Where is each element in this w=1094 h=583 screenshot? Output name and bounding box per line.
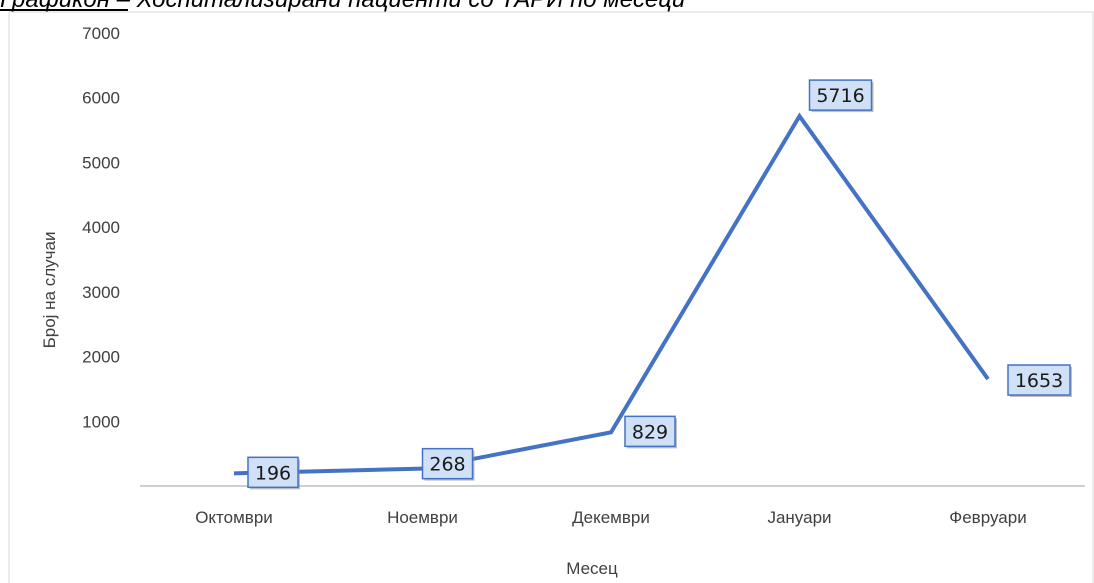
data-label: 196 bbox=[247, 456, 300, 490]
data-label-value: 1653 bbox=[1015, 370, 1063, 392]
data-label: 1653 bbox=[1007, 364, 1072, 398]
y-tick-label: 4000 bbox=[82, 218, 120, 237]
y-tick-label: 3000 bbox=[82, 283, 120, 302]
x-axis-title: Месец bbox=[566, 559, 618, 578]
y-tick-label: 1000 bbox=[82, 412, 120, 431]
data-label-value: 829 bbox=[632, 421, 668, 443]
x-tick-label: Јануари bbox=[767, 508, 831, 527]
data-label-value: 5716 bbox=[816, 85, 864, 107]
x-tick-label: Ноември bbox=[387, 508, 458, 527]
data-labels: 196 268 829 5716 1653 bbox=[247, 79, 1072, 490]
data-label-value: 268 bbox=[429, 454, 465, 476]
y-axis-title: Број на случаи bbox=[40, 232, 59, 349]
data-label: 829 bbox=[624, 415, 677, 449]
y-tick-label: 6000 bbox=[82, 89, 120, 108]
x-tick-label: Декември bbox=[572, 508, 650, 527]
chart-frame bbox=[8, 11, 1094, 583]
data-label: 268 bbox=[421, 447, 475, 481]
data-label-value: 196 bbox=[255, 462, 291, 484]
y-axis-ticks: 1000 2000 3000 4000 5000 6000 7000 bbox=[82, 24, 120, 431]
y-tick-label: 7000 bbox=[82, 24, 120, 43]
figure-caption: Графикон – Хоспитализирани пациенти со Т… bbox=[0, 0, 685, 13]
data-label-box bbox=[247, 456, 299, 489]
figure-caption-text: Графикон – Хоспитализирани пациенти со Т… bbox=[0, 0, 685, 13]
series-layer bbox=[233, 112, 990, 476]
data-label-box bbox=[421, 447, 474, 480]
series-line bbox=[233, 112, 990, 476]
y-tick-label: 5000 bbox=[82, 153, 120, 172]
x-tick-label: Февруари bbox=[949, 508, 1026, 527]
x-tick-label: Октомври bbox=[195, 508, 273, 527]
y-tick-label: 2000 bbox=[82, 348, 120, 367]
data-label-box bbox=[808, 79, 873, 111]
data-label-box bbox=[624, 415, 676, 448]
data-label-box bbox=[1007, 364, 1071, 396]
x-axis-ticks: Октомври Ноември Декември Јануари Февруари bbox=[195, 508, 1026, 527]
data-label: 5716 bbox=[808, 79, 874, 113]
